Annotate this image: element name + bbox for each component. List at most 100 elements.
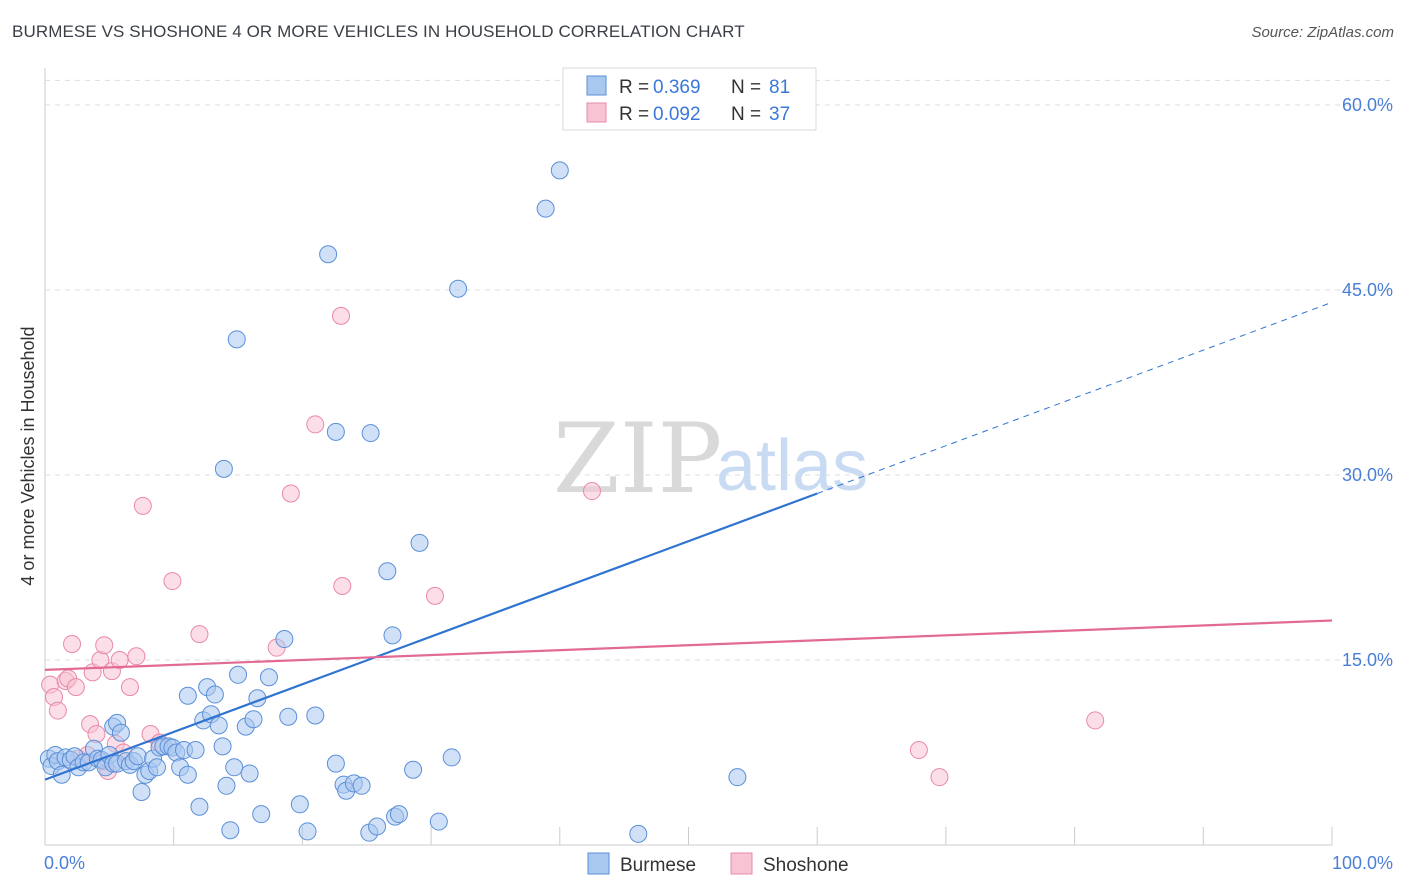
chart-title: BURMESE VS SHOSHONE 4 OR MORE VEHICLES I…: [12, 22, 745, 41]
shoshone-point: [66, 678, 85, 697]
y-tick-label: 45.0%: [1342, 280, 1393, 300]
burmese-point: [147, 758, 166, 777]
legend-shoshone-r-label: R =: [619, 104, 654, 125]
burmese-point: [536, 199, 555, 218]
burmese-point: [190, 797, 209, 816]
burmese-point: [178, 765, 197, 784]
shoshone-point: [63, 634, 82, 653]
shoshone-point: [110, 651, 129, 669]
burmese-point: [229, 665, 248, 684]
y-tick-labels: 15.0% 30.0% 45.0% 60.0%: [1342, 95, 1393, 670]
burmese-point: [361, 424, 380, 443]
watermark-atlas: atlas: [716, 426, 868, 506]
legend-shoshone-n-label: N =: [731, 104, 766, 125]
burmese-point: [221, 821, 240, 840]
burmese-point: [728, 768, 747, 787]
shoshone-point: [332, 306, 351, 325]
shoshone-point: [582, 482, 601, 501]
burmese-point: [279, 707, 298, 726]
burmese-point: [240, 764, 259, 783]
shoshone-point: [1086, 711, 1105, 730]
grid-lines: [45, 79, 1392, 661]
source-label: Source: ZipAtlas.com: [1251, 24, 1394, 41]
x-tick-label-min: 0.0%: [44, 853, 85, 873]
burmese-point: [244, 710, 263, 729]
burmese-point: [306, 706, 325, 725]
burmese-point: [383, 626, 402, 645]
burmese-point: [186, 741, 205, 760]
x-tick-label-max: 100.0%: [1332, 853, 1393, 873]
burmese-point: [404, 760, 423, 779]
burmese-point: [225, 758, 244, 777]
legend-burmese-n-label: N =: [731, 77, 766, 98]
burmese-point: [352, 776, 371, 795]
burmese-point: [217, 776, 236, 795]
burmese-point: [214, 459, 233, 478]
shoshone-point: [306, 415, 325, 434]
shoshone-point: [281, 484, 300, 503]
burmese-point: [368, 817, 387, 836]
shoshone-point: [127, 647, 146, 666]
legend-swatch-shoshone: [586, 102, 607, 123]
burmese-point: [227, 330, 246, 349]
shoshone-point: [133, 496, 152, 515]
shoshone-point: [163, 572, 182, 591]
bottom-legend-swatch-burmese: [587, 852, 610, 875]
y-axis-label: 4 or more Vehicles in Household: [18, 326, 38, 585]
burmese-point: [319, 245, 338, 264]
legend-shoshone-r-value: 0.092: [653, 104, 701, 125]
burmese-point: [209, 716, 228, 735]
shoshone-point: [333, 577, 352, 595]
bottom-legend-label-shoshone: Shoshone: [763, 855, 849, 876]
legend-swatch-burmese: [586, 75, 607, 96]
burmese-point: [389, 805, 408, 824]
burmese-point: [111, 723, 130, 742]
burmese-point: [275, 630, 294, 649]
burmese-point: [429, 812, 448, 831]
burmese-point: [442, 748, 461, 767]
shoshone-point: [95, 636, 114, 655]
burmese-point: [378, 562, 397, 581]
burmese-point: [449, 279, 468, 298]
burmese-trend-extension: [817, 301, 1333, 494]
legend-shoshone-n-value: 37: [769, 104, 790, 125]
burmese-point: [132, 782, 151, 801]
y-tick-label: 30.0%: [1342, 465, 1393, 485]
shoshone-points: [41, 306, 1105, 787]
y-tick-label: 15.0%: [1342, 650, 1393, 670]
x-tick-marks: [173, 827, 1333, 845]
burmese-point: [629, 824, 648, 843]
burmese-point: [410, 533, 429, 552]
burmese-point: [205, 685, 224, 704]
shoshone-point: [87, 725, 106, 743]
burmese-point: [550, 161, 569, 180]
shoshone-point: [48, 701, 67, 720]
bottom-legend-label-burmese: Burmese: [620, 855, 696, 876]
burmese-point: [259, 668, 278, 687]
burmese-point: [326, 422, 345, 441]
burmese-point: [298, 822, 317, 841]
legend-burmese-r-label: R =: [619, 77, 654, 98]
shoshone-point: [120, 678, 139, 697]
burmese-point: [52, 765, 71, 784]
burmese-point: [128, 747, 147, 766]
shoshone-trend-line: [44, 619, 1333, 671]
burmese-point: [326, 754, 345, 773]
burmese-trend-line: [44, 492, 818, 781]
shoshone-point: [909, 741, 928, 760]
burmese-points: [39, 161, 747, 843]
shoshone-point: [930, 768, 949, 787]
legend-burmese-n-value: 81: [769, 77, 790, 98]
shoshone-point: [190, 625, 209, 644]
shoshone-point: [425, 586, 444, 605]
burmese-point: [178, 686, 197, 705]
y-tick-label: 60.0%: [1342, 95, 1393, 115]
legend: R = 0.369 N = 81 R = 0.092 N = 37: [562, 67, 817, 131]
bottom-legend: Burmese Shoshone: [587, 852, 849, 876]
burmese-point: [290, 795, 309, 814]
watermark-zip: ZIP: [553, 403, 722, 515]
burmese-point: [252, 805, 271, 824]
legend-burmese-r-value: 0.369: [653, 77, 701, 98]
burmese-point: [213, 737, 232, 756]
